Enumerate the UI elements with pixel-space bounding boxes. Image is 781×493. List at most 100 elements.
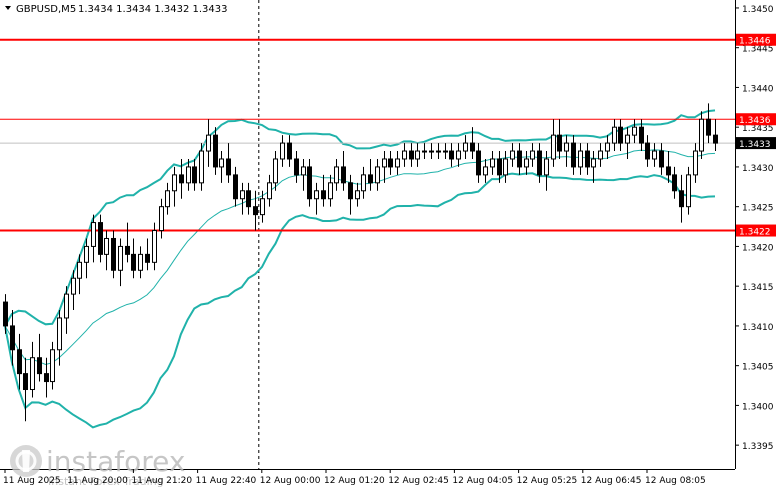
candle-body (165, 190, 170, 208)
watermark-tagline: Instant Forex Trading (48, 475, 164, 488)
price-tick-label: 1.3415 (742, 283, 774, 293)
candle-body (341, 166, 346, 184)
candle-body (145, 253, 150, 263)
time-tick-label: 12 Aug 02:45 (388, 476, 449, 486)
moving-average-line (4, 149, 716, 366)
candle-body (77, 261, 82, 279)
candle-body (273, 158, 278, 184)
candle-body (544, 158, 549, 176)
candle-body (618, 126, 623, 144)
candle-body (375, 166, 380, 184)
current-price-badge (736, 137, 776, 150)
candle-body (17, 349, 22, 375)
candle-body (294, 158, 299, 176)
candle-body (267, 182, 272, 200)
candle-body (226, 158, 231, 176)
candle-body (50, 349, 55, 383)
price-tick-label: 1.3425 (742, 204, 774, 214)
candle-body (355, 190, 360, 200)
candle-body (280, 142, 285, 160)
candle-body (301, 166, 306, 176)
level-lines (0, 38, 735, 232)
time-tick-label: 12 Aug 08:05 (645, 476, 706, 486)
price-tick-label: 1.3420 (742, 243, 774, 253)
price-tick-label: 1.3400 (742, 402, 774, 412)
candle-body (503, 158, 508, 176)
candle-body (490, 158, 495, 168)
candle-body (314, 190, 319, 200)
price-tick-label: 1.3395 (742, 442, 774, 452)
instaforex-logo-icon (10, 445, 42, 477)
candle-body (415, 150, 420, 160)
candle-body (388, 158, 393, 168)
candle-body (571, 142, 576, 168)
candle-body (192, 166, 197, 184)
candles (3, 103, 718, 422)
level-price-label: 1.3446 (739, 37, 771, 47)
candle-body (483, 166, 488, 176)
candle-body (240, 190, 245, 200)
candle-body (307, 166, 312, 200)
time-tick-label: 12 Aug 04:05 (452, 476, 513, 486)
candle-body (186, 166, 191, 184)
candle-body (71, 277, 76, 295)
candle-body (537, 150, 542, 176)
candle-body (334, 166, 339, 184)
candle-body (429, 150, 434, 153)
candle-body (564, 142, 569, 152)
candle-body (91, 222, 96, 247)
price-tick-label: 1.3405 (742, 363, 774, 373)
bollinger-lower-band (4, 172, 716, 429)
candle-body (382, 158, 387, 168)
candle-body (3, 301, 8, 327)
current-price-label: 1.3433 (739, 140, 771, 150)
candle-body (246, 190, 251, 208)
level-price-badge (736, 33, 776, 46)
candle-body (476, 150, 481, 176)
candle-body (321, 190, 326, 200)
candle-body (395, 158, 400, 168)
candle-body (679, 190, 684, 208)
candle-body (510, 150, 515, 160)
price-tick-label: 1.3445 (742, 45, 774, 55)
candle-body (632, 126, 637, 136)
price-axis: 1.34501.34451.34401.34351.34301.34251.34… (735, 5, 774, 452)
time-tick-label: 11 Aug 22:40 (196, 476, 257, 486)
level-price-label: 1.3422 (739, 228, 771, 238)
candle-body (557, 134, 562, 152)
candle-body (152, 230, 157, 263)
candle-body (672, 174, 677, 192)
candle-body (111, 237, 116, 271)
price-tick-label: 1.3435 (742, 124, 774, 134)
candle-body (591, 158, 596, 168)
candle-body (84, 245, 89, 263)
candle-body (233, 174, 238, 200)
price-tick-label: 1.3430 (742, 164, 774, 174)
bollinger-upper-band (4, 109, 716, 327)
candle-body (131, 253, 136, 271)
level-price-badge (736, 224, 776, 237)
candle-body (686, 174, 691, 208)
price-tick-label: 1.3450 (742, 5, 774, 15)
symbol-dropdown-icon[interactable] (5, 6, 11, 10)
price-tick-label: 1.3410 (742, 323, 774, 333)
candle-body (23, 373, 28, 391)
candle-body (409, 150, 414, 160)
candle-body (449, 150, 454, 160)
candle-body (524, 158, 529, 168)
level-price-label: 1.3436 (739, 116, 771, 126)
candle-body (219, 158, 224, 168)
candle-body (699, 118, 704, 152)
candle-body (98, 222, 103, 255)
candle-body (368, 174, 373, 184)
candle-body (659, 150, 664, 168)
candle-body (213, 134, 218, 168)
time-tick-label: 12 Aug 05:25 (517, 476, 578, 486)
price-labels: 1.3446 1.3436 1.3422 1.3433 (736, 33, 776, 238)
candle-body (206, 134, 211, 152)
time-tick-label: 11 Aug 20:00 (67, 476, 128, 486)
candle-body (612, 126, 617, 144)
ohlc-readout: 1.3434 1.3434 1.3432 1.3433 (78, 4, 228, 15)
